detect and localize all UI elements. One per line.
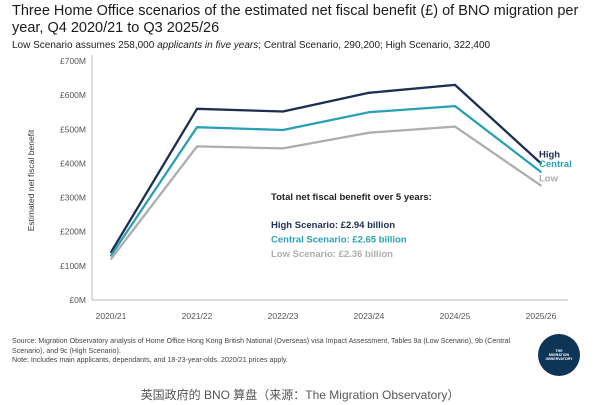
data-point-central <box>196 126 198 129</box>
data-point-low <box>368 131 370 134</box>
series-end-label: Low <box>539 174 559 185</box>
data-point-central <box>110 254 112 257</box>
data-point-central <box>454 105 456 107</box>
series-line-low <box>110 125 542 260</box>
x-tick-label: 2022/23 <box>268 311 299 321</box>
x-tick-label: 2023/24 <box>354 311 385 321</box>
data-point-high <box>540 162 542 165</box>
data-point-low <box>196 145 198 148</box>
data-point-low <box>110 258 112 260</box>
data-point-high <box>368 91 370 94</box>
x-tick-label: 2021/22 <box>182 311 213 321</box>
y-tick-label: £500M <box>60 124 86 134</box>
subtitle-suffix: ; Central Scenario, 290,200; High Scenar… <box>258 40 491 51</box>
series-line-central <box>110 104 542 257</box>
y-tick-label: £0M <box>69 295 86 305</box>
data-point-low <box>540 184 542 187</box>
data-point-central <box>540 171 542 173</box>
y-tick-label: £400M <box>60 158 86 168</box>
source-note: Source: Migration Observatory analysis o… <box>12 337 532 366</box>
x-tick-label: 2020/21 <box>96 311 127 321</box>
chart-subtitle: Low Scenario assumes 258,000 applicants … <box>12 40 592 51</box>
x-tick-label: 2024/25 <box>440 311 471 321</box>
annotation-heading: Total net fiscal benefit over 5 years: <box>271 192 432 203</box>
data-point-high <box>454 84 456 86</box>
series-end-label: Central <box>539 159 572 170</box>
source-text: Source: Migration Observatory analysis o… <box>12 337 511 355</box>
data-point-low <box>282 147 284 150</box>
subtitle-prefix: Low Scenario assumes 258,000 <box>12 40 158 51</box>
annotation-line-high: High Scenario: £2.94 billion <box>271 220 395 231</box>
annotation-line-central: Central Scenario: £2.65 billion <box>271 235 407 246</box>
annotation-line-low: Low Scenario: £2.36 billion <box>271 249 393 260</box>
data-point-high <box>282 110 284 113</box>
y-tick-label: £600M <box>60 90 86 100</box>
y-tick-label: £100M <box>60 261 86 271</box>
image-caption: 英国政府的 BNO 算盘（来源：The Migration Observator… <box>140 388 460 402</box>
data-point-high <box>196 107 198 110</box>
note-text: Note: Includes main applicants, dependan… <box>12 356 288 365</box>
data-point-central <box>282 129 284 131</box>
data-point-low <box>454 125 456 128</box>
migration-observatory-logo: THE MIGRATION OBSERVATORY <box>538 334 580 376</box>
series-line-high <box>110 83 542 253</box>
chart-title: Three Home Office scenarios of the estim… <box>12 3 579 36</box>
logo-text: THE MIGRATION OBSERVATORY <box>545 348 573 362</box>
y-tick-label: £700M <box>60 56 86 66</box>
x-tick-label: 2025/26 <box>526 311 557 321</box>
data-point-high <box>110 251 112 254</box>
y-tick-label: £200M <box>60 227 86 237</box>
y-tick-label: £300M <box>60 193 86 203</box>
series-end-label: High <box>539 149 560 160</box>
data-point-central <box>368 111 370 114</box>
y-axis-label: Estimated net fiscal benefit <box>26 129 36 231</box>
subtitle-italic: applicants in five years <box>157 40 259 51</box>
